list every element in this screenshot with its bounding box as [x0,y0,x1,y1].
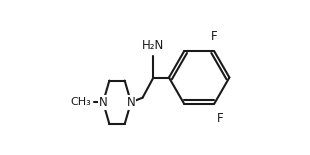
Text: F: F [217,112,224,125]
Text: N: N [99,96,108,109]
Text: H₂N: H₂N [142,39,165,52]
Text: F: F [211,30,218,43]
Text: CH₃: CH₃ [71,97,91,107]
Text: N: N [126,96,135,109]
